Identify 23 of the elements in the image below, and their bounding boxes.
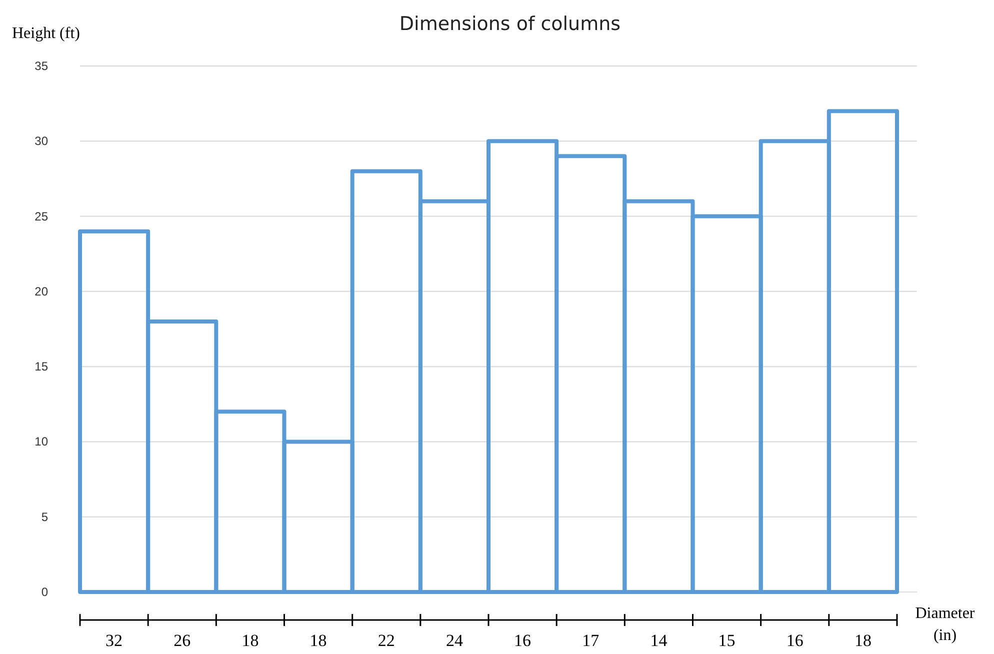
- x-tick-label: 16: [514, 631, 532, 650]
- y-tick-label: 15: [34, 360, 48, 374]
- y-tick-label: 0: [41, 585, 48, 599]
- y-tick-label: 10: [34, 434, 48, 449]
- y-tick-label: 20: [34, 284, 48, 298]
- x-tick-label: 14: [650, 631, 668, 650]
- x-tick-label: 15: [718, 631, 736, 650]
- x-tick-label: 17: [582, 631, 600, 650]
- x-tick-label: 18: [854, 631, 872, 650]
- chart-title: Dimensions of columns: [399, 13, 621, 35]
- x-tick-label: 16: [786, 631, 804, 650]
- x-axis-title: Diameter (in): [915, 605, 976, 644]
- x-tick-label: 22: [378, 631, 395, 650]
- y-tick-label: 25: [34, 209, 48, 224]
- x-tick-label: 18: [310, 631, 327, 650]
- y-tick-label: 5: [41, 510, 48, 524]
- x-tick-label: 32: [106, 631, 123, 650]
- y-tick-label: 30: [34, 134, 48, 148]
- y-axis-title: Height (ft): [12, 25, 80, 42]
- x-tick-label: 26: [174, 631, 191, 650]
- y-tick-label: 35: [34, 59, 48, 73]
- x-tick-label: 18: [242, 631, 259, 650]
- x-tick-label: 24: [446, 631, 464, 650]
